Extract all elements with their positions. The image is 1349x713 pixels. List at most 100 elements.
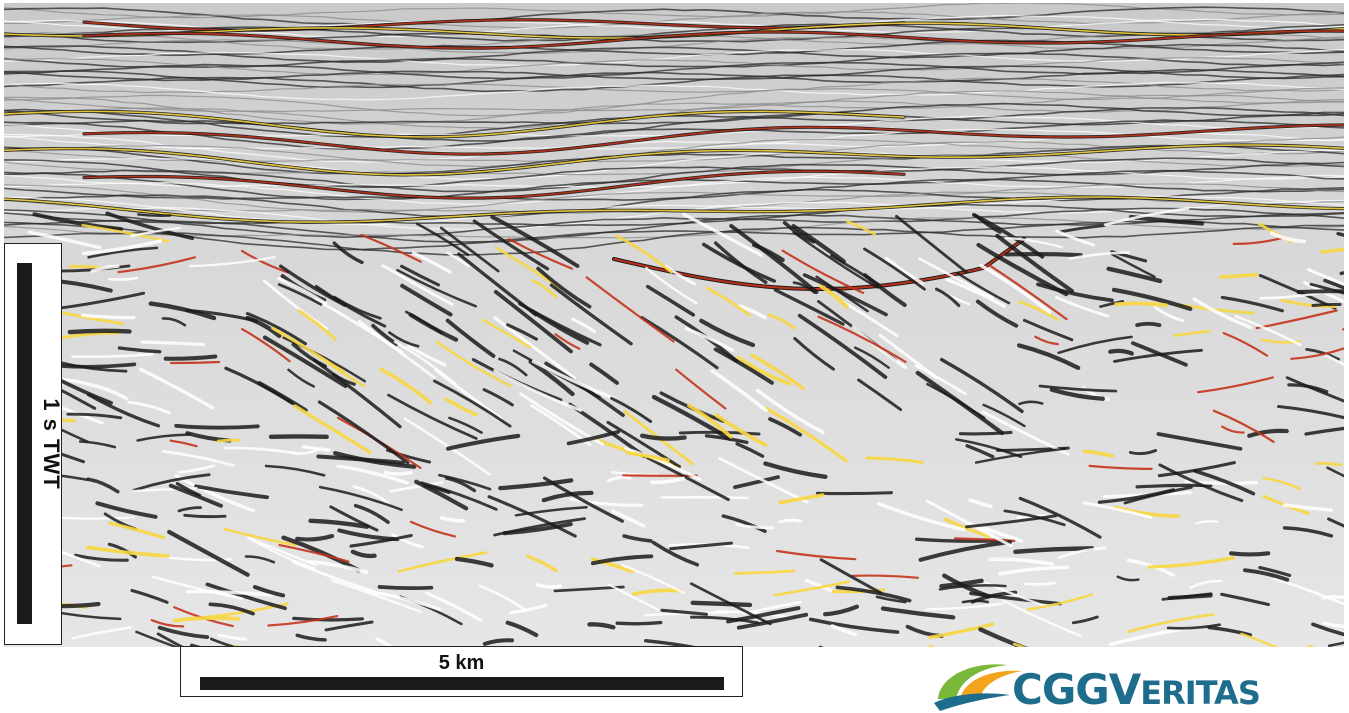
seismic-reflector <box>267 615 339 627</box>
seismic-reflector <box>1309 282 1344 295</box>
seismic-reflector <box>1057 335 1133 355</box>
seismic-reflector <box>248 537 316 570</box>
seismic-reflector <box>1158 463 1244 503</box>
seismic-reflector <box>1234 314 1302 346</box>
seismic-reflector <box>400 283 453 317</box>
seismic-reflector <box>1327 641 1344 647</box>
seismic-reflector <box>699 318 756 348</box>
seismic-reflector <box>352 485 390 504</box>
seismic-reflector <box>68 264 104 270</box>
seismic-reflector <box>433 367 503 420</box>
seismic-reflector <box>1034 335 1059 346</box>
seismic-reflector <box>705 286 751 317</box>
seismic-reflector <box>1320 247 1344 254</box>
seismic-reflector <box>4 207 1344 239</box>
seismic-reflector <box>408 312 459 342</box>
seismic-reflector <box>660 495 749 500</box>
seismic-reflector <box>482 388 514 407</box>
seismic-reflector <box>1036 282 1114 303</box>
seismic-reflector <box>1022 318 1074 342</box>
seismic-reflector <box>1156 432 1243 451</box>
seismic-reflector <box>332 241 364 265</box>
seismic-reflector <box>1038 384 1118 393</box>
seismic-reflector <box>1221 425 1245 434</box>
seismic-reflector <box>944 277 1006 308</box>
seismic-reflector <box>411 251 452 274</box>
seismic-reflector <box>1103 207 1190 227</box>
seismic-reflector <box>127 400 171 415</box>
seismic-reflector <box>375 637 396 647</box>
horizontal-scale-line <box>200 677 724 690</box>
horizontal-scale-label: 5 km <box>438 652 485 674</box>
seismic-reflector <box>4 144 1344 176</box>
seismic-reflector <box>1114 301 1168 308</box>
seismic-reflector <box>87 246 159 259</box>
seismic-reflector <box>1327 517 1344 528</box>
seismic-reflector <box>1153 305 1185 323</box>
seismic-reflector <box>282 336 367 383</box>
seismic-reflector <box>729 223 819 294</box>
seismic-reflector <box>4 68 1344 89</box>
seismic-reflector <box>383 470 413 476</box>
seismic-reflector <box>262 279 329 330</box>
seismic-reflector <box>95 501 158 519</box>
seismic-reflector <box>414 479 469 511</box>
seismic-reflector <box>150 619 185 628</box>
seismic-reflector <box>409 520 457 538</box>
seismic-reflector <box>793 336 835 371</box>
seismic-reflector <box>131 487 198 493</box>
seismic-reflector <box>1057 546 1107 560</box>
seismic-reflector <box>590 557 635 574</box>
seismic-reflector <box>1113 348 1203 363</box>
seismic-reflector <box>271 326 346 375</box>
seismic-reflector <box>651 540 700 567</box>
seismic-reflector <box>535 582 563 589</box>
seismic-reflector <box>1012 642 1027 647</box>
seismic-reflector <box>1229 551 1271 557</box>
seismic-reflector <box>958 430 1013 436</box>
seismic-reflector <box>822 604 860 617</box>
seismic-reflector <box>132 473 211 492</box>
seismic-reflector <box>332 295 382 320</box>
seismic-reflector <box>1315 461 1343 467</box>
seismic-reflector <box>397 551 488 573</box>
seismic-reflector <box>968 498 993 509</box>
seismic-reflector <box>1282 503 1333 512</box>
seismic-reflector <box>702 242 776 283</box>
seismic-reflector <box>607 583 659 611</box>
seismic-reflector <box>1247 428 1289 438</box>
seismic-reflector <box>875 595 907 604</box>
seismic-reflector <box>73 553 129 562</box>
seismic-reflector <box>252 585 286 598</box>
seismic-reflector <box>1285 376 1344 403</box>
seismic-reflector <box>4 87 1344 117</box>
seismic-reflector <box>1255 309 1338 330</box>
seismic-reflector <box>998 565 1070 576</box>
seismic-reflector <box>778 493 825 505</box>
seismic-reflector <box>329 505 379 532</box>
seismic-reflector <box>505 620 539 638</box>
seismic-reflector <box>108 521 166 540</box>
seismic-reflector <box>611 509 646 528</box>
seismic-reflector <box>217 633 247 641</box>
seismic-reflector <box>4 111 1344 142</box>
seismic-reflector <box>1296 289 1344 294</box>
seismic-reflector <box>4 157 1344 189</box>
seismic-reflector <box>27 230 102 250</box>
seismic-reflector <box>336 464 410 485</box>
seismic-reflector <box>934 287 961 308</box>
seismic-reflector <box>915 370 1005 436</box>
seismic-reflector <box>791 223 846 264</box>
seismic-reflector <box>454 556 494 568</box>
seismic-reflector <box>168 483 223 508</box>
seismic-reflector <box>135 630 180 647</box>
seismic-reflector <box>478 584 527 612</box>
seismic-reflector <box>295 533 335 542</box>
seismic-reflector <box>514 505 588 517</box>
seismic-reflector <box>4 174 1344 205</box>
seismic-reflector <box>1212 409 1275 443</box>
seismic-reflector <box>1277 404 1344 420</box>
seismic-reflector <box>1322 621 1344 629</box>
seismic-reflector <box>161 317 187 327</box>
